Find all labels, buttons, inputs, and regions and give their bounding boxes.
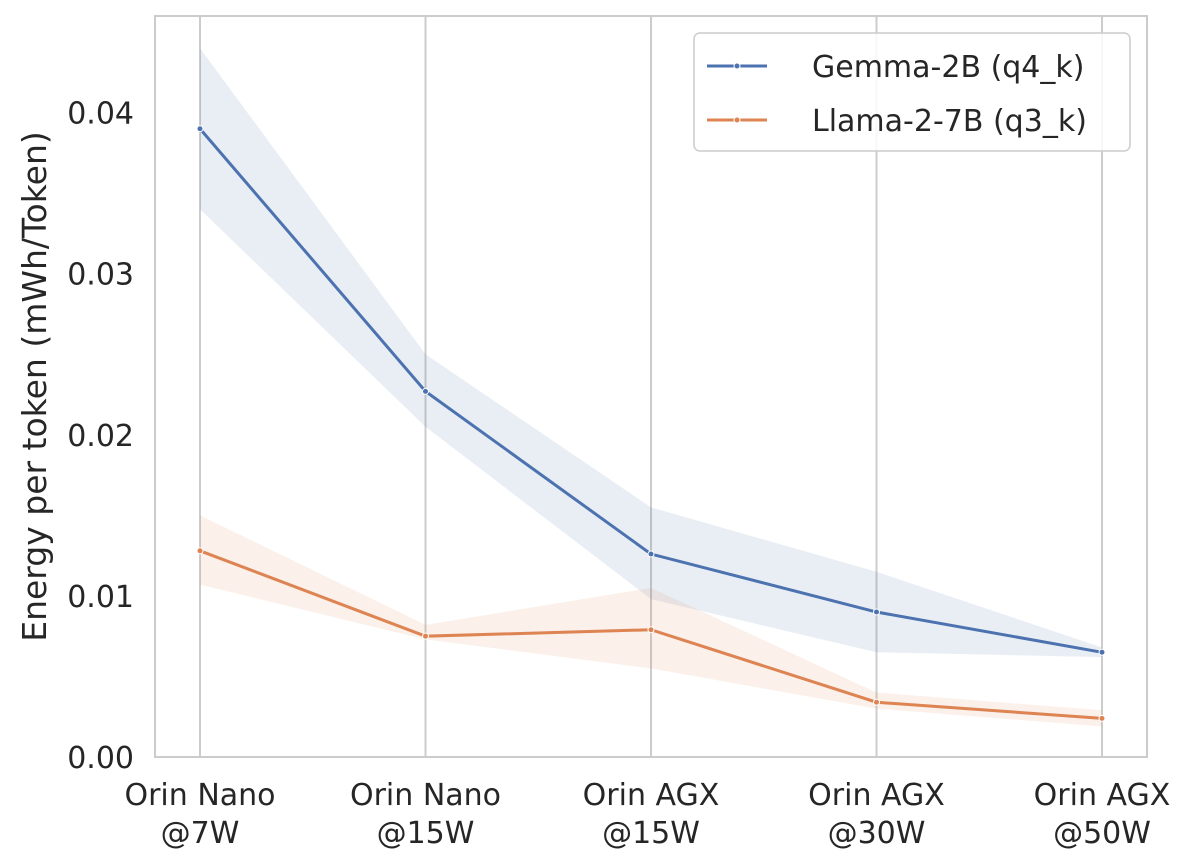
series-2-point [196,547,204,555]
x-tick-label: @15W [602,816,700,851]
series-1-point [647,550,655,558]
legend-box [693,32,1131,152]
x-tick-label: Orin AGX [583,778,720,813]
series-1-point [196,125,204,133]
series-2-point [422,632,429,640]
legend-label-1: Gemma-2B (q4_k) [812,50,1084,85]
legend-marker-2 [733,116,741,124]
series-2-point [873,698,880,706]
legend-label-2: Llama-2-7B (q3_k) [812,104,1087,139]
series-2-point [647,626,655,634]
y-tick-label: 0.02 [67,419,134,454]
y-tick-label: 0.04 [67,97,134,132]
series-1-confidence-band [200,48,1102,658]
plot-frame [154,15,1148,758]
series-2-confidence-band [200,515,1102,727]
legend-marker-1 [733,62,741,70]
series-1-point [1098,648,1106,656]
x-tick-label: Orin AGX [1034,778,1171,813]
confidence-bands [200,48,1102,727]
legend: Gemma-2B (q4_k) Llama-2-7B (q3_k) [693,32,1131,152]
x-tick-label: @7W [161,816,240,851]
x-tick-label: @50W [1053,816,1151,851]
y-tick-label: 0.01 [67,580,134,615]
y-tick-label: 0.00 [67,741,134,776]
series-markers [196,125,1106,722]
series-2-point [1098,714,1106,722]
y-axis-label: Energy per token (mWh/Token) [15,131,54,642]
x-tick-label: @15W [377,816,475,851]
series-1-point [422,387,429,395]
y-tick-labels: 0.00 0.01 0.02 0.03 0.04 [67,97,134,776]
x-tick-label: Orin AGX [808,778,945,813]
x-tick-label: @30W [828,816,926,851]
y-tick-label: 0.03 [67,258,134,293]
x-tick-label: Orin Nano [124,778,275,813]
series-1-point [873,608,880,616]
x-tick-label: Orin Nano [350,778,501,813]
